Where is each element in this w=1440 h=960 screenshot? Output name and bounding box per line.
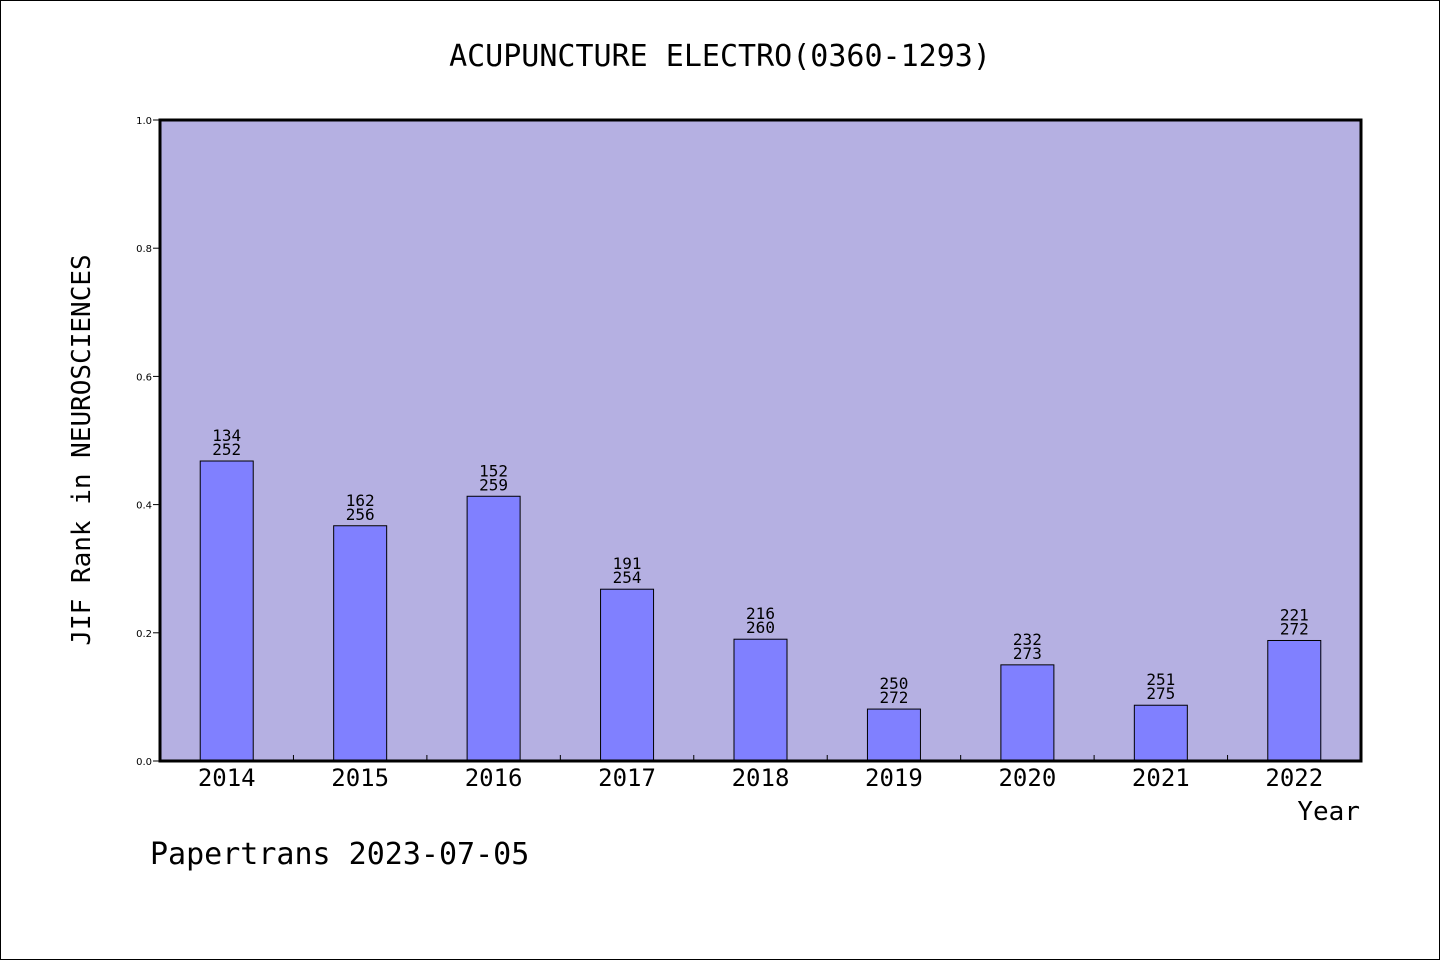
bar-2020: [1000, 664, 1055, 762]
rank-label: 250: [879, 674, 908, 693]
y-tick-label: 0.4: [136, 501, 152, 512]
bar-2018: [733, 638, 788, 762]
total-label: 272: [1280, 619, 1309, 638]
total-label: 275: [1146, 684, 1175, 703]
y-tick-label: 0.0: [136, 757, 152, 768]
rank-label: 162: [346, 491, 375, 510]
y-tick-label: 0.2: [136, 629, 152, 640]
x-tick-label: 2019: [865, 764, 923, 792]
chart-title: ACUPUNCTURE ELECTRO(0360-1293): [449, 39, 991, 74]
rank-label: 134: [212, 426, 241, 445]
rank-label: 191: [613, 554, 642, 573]
y-tick-label: 0.8: [136, 244, 152, 255]
bar-2015: [333, 525, 388, 762]
x-tick-label: 2020: [998, 764, 1056, 792]
x-tick-label: 2015: [331, 764, 389, 792]
y-axis-ticks: 0.0 0.2 0.4 0.6 0.8 1.0: [136, 116, 160, 768]
bars: [199, 460, 1322, 762]
y-tick-label: 0.6: [136, 372, 152, 383]
total-label: 256: [346, 505, 375, 524]
x-tick-label: 2022: [1265, 764, 1323, 792]
x-tick-label: 2014: [198, 764, 256, 792]
total-label: 273: [1013, 644, 1042, 663]
bar-2021: [1133, 704, 1188, 762]
total-label: 272: [879, 688, 908, 707]
bar-2016: [466, 495, 521, 762]
data-labels: 1342521622561522591912542162602502722322…: [212, 426, 1308, 707]
footer-text: Papertrans 2023-07-05: [150, 837, 529, 872]
rank-label: 221: [1280, 605, 1309, 624]
rank-label: 232: [1013, 630, 1042, 649]
rank-label: 216: [746, 604, 775, 623]
bar-2014: [199, 460, 254, 762]
y-axis-label: JIF Rank in NEUROSCIENCES: [67, 254, 97, 645]
total-label: 259: [479, 475, 508, 494]
x-tick-label: 2017: [598, 764, 656, 792]
total-label: 254: [613, 568, 642, 587]
rank-label: 152: [479, 461, 508, 480]
x-tick-label: 2016: [465, 764, 523, 792]
bar-2017: [600, 588, 655, 762]
rank-label: 251: [1146, 670, 1175, 689]
x-axis-ticks: 2014 2015 2016 2017 2018 2019 2020 2021 2022: [198, 755, 1323, 792]
x-tick-label: 2021: [1132, 764, 1190, 792]
bar-2019: [866, 708, 921, 762]
x-axis-label: Year: [1297, 797, 1360, 827]
x-tick-label: 2018: [732, 764, 790, 792]
total-label: 260: [746, 618, 775, 637]
bar-2022: [1267, 639, 1322, 762]
total-label: 252: [212, 440, 241, 459]
plot-border: [158, 118, 1363, 763]
y-tick-label: 1.0: [136, 116, 152, 127]
